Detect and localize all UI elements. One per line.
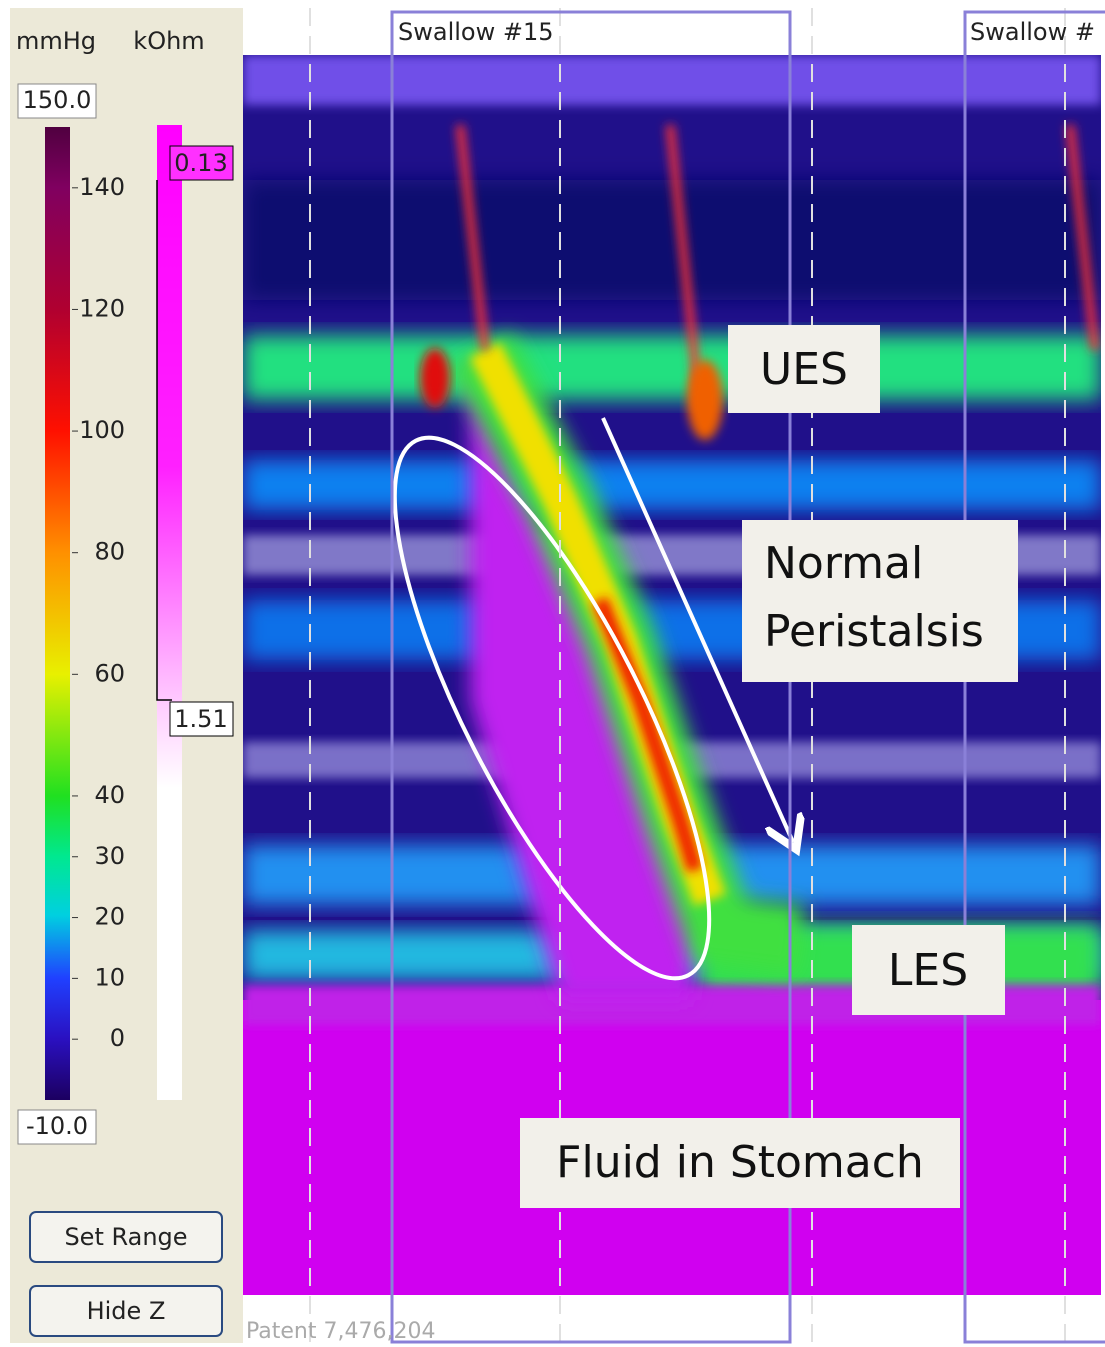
button-label[interactable]: Set Range — [64, 1223, 187, 1251]
pressure-colorbar — [45, 127, 70, 1100]
impedance-marker-box — [169, 145, 234, 181]
tick-label: 140 — [79, 173, 125, 201]
pressure-unit: mmHg — [16, 27, 96, 55]
tick-label: 120 — [79, 294, 125, 322]
tick-label: 10 — [94, 963, 125, 991]
range-label: -10.0 — [26, 1112, 88, 1140]
impedance-marker: 0.13 — [174, 149, 227, 177]
annotation: Fluid in Stomach — [556, 1137, 924, 1188]
range-box — [17, 1109, 97, 1145]
range-box — [17, 83, 97, 119]
hide-z-button[interactable] — [29, 1285, 223, 1337]
tick-label: 30 — [94, 842, 125, 870]
annotation: UES — [760, 344, 848, 395]
impedance-marker: 1.51 — [174, 705, 227, 733]
impedance-unit: kOhm — [133, 27, 204, 55]
impedance-bracket — [156, 180, 172, 701]
patent-note: Patent 7,476,204 — [246, 1319, 435, 1344]
range-label: 150.0 — [23, 86, 92, 114]
swallow-label: Swallow # — [970, 18, 1095, 46]
tick-label: 0 — [110, 1024, 125, 1052]
annotation-box — [728, 325, 880, 413]
annotation-box — [520, 1118, 960, 1208]
tick-label: 60 — [94, 659, 125, 687]
tick-label: 40 — [94, 781, 125, 809]
annotation-box — [742, 520, 1018, 682]
swallow-label: Swallow #15 — [398, 18, 554, 46]
set-range-button[interactable] — [29, 1211, 223, 1263]
impedance-marker-box — [169, 701, 234, 737]
tick-label: 20 — [94, 903, 125, 931]
annotation: Normal Peristalsis — [764, 538, 984, 657]
annotation-box — [852, 925, 1005, 1015]
button-label[interactable]: Hide Z — [87, 1297, 166, 1325]
tick-label: 100 — [79, 416, 125, 444]
impedance-colorbar — [157, 125, 182, 1100]
tick-label: 80 — [94, 538, 125, 566]
annotation: LES — [888, 945, 968, 996]
annotation-wrap: Normal Peristalsis — [764, 538, 984, 657]
